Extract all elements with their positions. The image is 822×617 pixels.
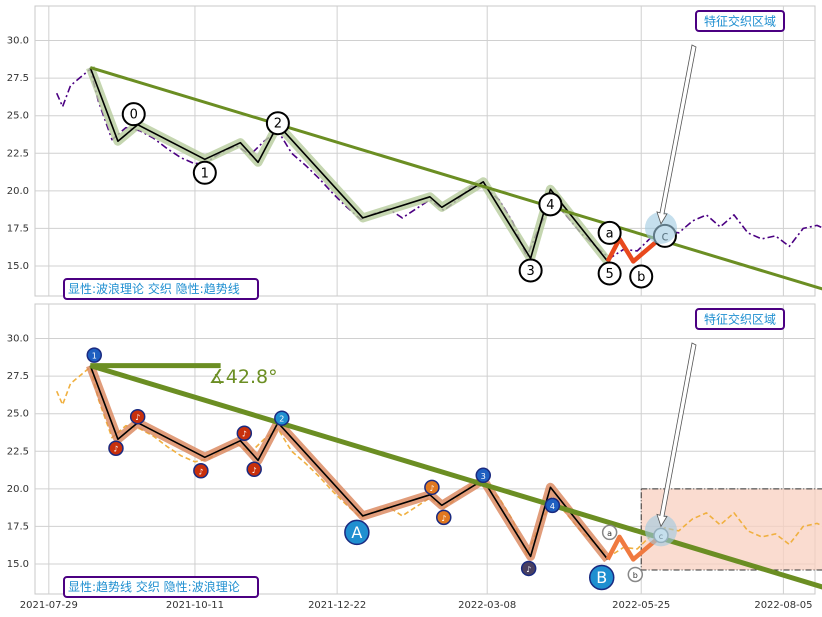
trend-line bbox=[89, 363, 822, 590]
wave-marker bbox=[193, 463, 209, 479]
wave-label-circle bbox=[597, 261, 622, 286]
wave-marker-label: ♪ bbox=[113, 445, 118, 454]
wave-marker bbox=[436, 509, 452, 526]
wave-marker-label: 1 bbox=[92, 352, 97, 361]
callout-box bbox=[695, 308, 785, 330]
wave-label-circle bbox=[265, 111, 290, 136]
wave-marker bbox=[520, 560, 537, 577]
wave-label: 1 bbox=[201, 166, 209, 181]
y-tick-label: 30.0 bbox=[7, 36, 29, 47]
wave-label: 3 bbox=[527, 264, 535, 279]
y-tick-label: 25.0 bbox=[7, 409, 29, 420]
callout-arrow bbox=[656, 342, 697, 528]
wave-marker bbox=[344, 519, 370, 546]
wave-marker bbox=[588, 564, 615, 591]
wave-marker-label: ♪ bbox=[526, 565, 531, 574]
wave-label-circle bbox=[121, 102, 146, 127]
wave-marker bbox=[236, 425, 253, 441]
x-tick-label: 2021-07-29 bbox=[20, 600, 78, 611]
wave-label: 5 bbox=[605, 267, 613, 282]
wave-marker bbox=[627, 566, 644, 583]
wave-label-circle bbox=[629, 264, 654, 289]
wave-marker-label: ♪ bbox=[252, 466, 257, 475]
note-box bbox=[63, 278, 259, 300]
wave-label: 4 bbox=[546, 198, 554, 213]
wave-end-line bbox=[605, 232, 667, 264]
wave-label-circle bbox=[192, 160, 217, 185]
wave-marker-label: b bbox=[633, 571, 638, 580]
wave-label: b bbox=[637, 270, 645, 285]
callout-box bbox=[695, 10, 785, 32]
wave-marker bbox=[601, 524, 618, 541]
wave-marker bbox=[108, 440, 124, 456]
y-tick-label: 22.5 bbox=[7, 148, 29, 159]
note-box bbox=[63, 576, 259, 598]
callout-highlight bbox=[644, 211, 677, 244]
wave-marker bbox=[129, 408, 146, 425]
wave-marker-label: ♪ bbox=[242, 430, 247, 439]
x-tick-label: 2022-05-25 bbox=[612, 600, 670, 611]
wave-label: 2 bbox=[274, 117, 282, 132]
trend-line bbox=[89, 66, 822, 291]
wave-line bbox=[89, 365, 609, 560]
wave-label-circle bbox=[597, 220, 622, 245]
y-tick-label: 15.0 bbox=[7, 261, 29, 272]
angle-label: ∡42.8° bbox=[209, 366, 278, 388]
wave-marker bbox=[86, 347, 102, 363]
note-text: 显性:波浪理论 交织 隐性:趋势线 bbox=[68, 281, 240, 296]
x-tick-label: 2021-10-11 bbox=[166, 600, 224, 611]
wave-marker bbox=[424, 479, 440, 496]
x-tick-label: 2022-08-05 bbox=[754, 600, 812, 611]
y-tick-label: 30.0 bbox=[7, 334, 29, 345]
note-text: 显性:趋势线 交织 隐性:波浪理论 bbox=[68, 579, 240, 594]
wave-label: 0 bbox=[130, 108, 138, 123]
wave-marker-label: 4 bbox=[550, 502, 555, 511]
x-tick-label: 2021-12-22 bbox=[308, 600, 366, 611]
y-tick-label: 27.5 bbox=[7, 73, 29, 84]
panel: 15.0 17.5 20.0 22.5 25.0 27.5 30.0 2021-07-29 20… bbox=[7, 303, 822, 611]
wave-marker-label: A bbox=[351, 523, 362, 542]
wave-marker bbox=[246, 461, 262, 478]
wave-label-circle bbox=[538, 192, 563, 217]
wave-marker bbox=[274, 410, 290, 426]
wave-label: a bbox=[606, 226, 614, 241]
wave-marker bbox=[475, 467, 492, 484]
y-tick-label: 20.0 bbox=[7, 484, 29, 495]
y-tick-label: 17.5 bbox=[7, 521, 29, 532]
x-tick-label: 2022-03-08 bbox=[458, 600, 516, 611]
y-tick-label: 27.5 bbox=[7, 371, 29, 382]
wave-marker-label: B bbox=[596, 568, 607, 587]
wave-marker-label: ♪ bbox=[135, 413, 140, 422]
wave-marker-label: ♪ bbox=[429, 484, 434, 493]
wave-end-line bbox=[605, 530, 667, 562]
y-tick-label: 22.5 bbox=[7, 446, 29, 457]
wave-label-circle bbox=[518, 258, 543, 283]
wave-marker-label: a bbox=[607, 529, 612, 538]
y-tick-label: 20.0 bbox=[7, 186, 29, 197]
callout-highlight bbox=[644, 514, 677, 547]
wave-marker-label: 2 bbox=[279, 415, 284, 424]
callout-arrow bbox=[656, 44, 697, 225]
callout-text: 特征交织区域 bbox=[704, 14, 776, 29]
panel: 15.017.520.022.525.027.530.001234a5bc特征交… bbox=[7, 5, 822, 300]
wave-marker bbox=[544, 497, 561, 514]
y-tick-label: 17.5 bbox=[7, 223, 29, 234]
wave-marker-label: ♪ bbox=[441, 514, 446, 523]
price-line bbox=[55, 366, 822, 558]
callout-text: 特征交织区域 bbox=[704, 312, 776, 327]
y-tick-label: 25.0 bbox=[7, 111, 29, 122]
y-tick-label: 15.0 bbox=[7, 559, 29, 570]
wave-marker-label: ♪ bbox=[198, 467, 203, 476]
wave-line bbox=[89, 67, 609, 262]
wave-marker-label: 3 bbox=[481, 472, 486, 481]
